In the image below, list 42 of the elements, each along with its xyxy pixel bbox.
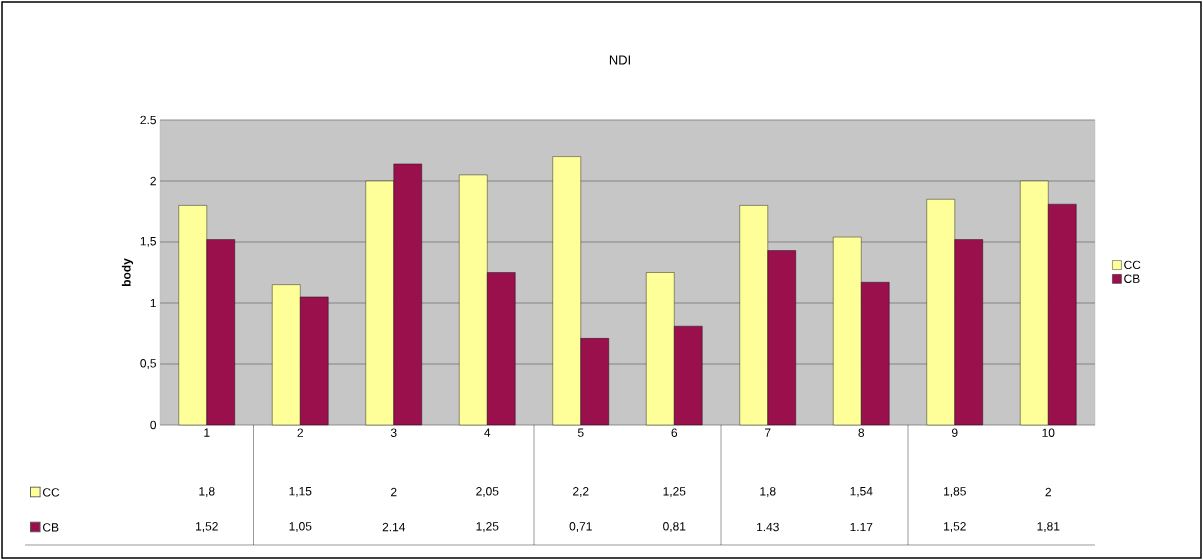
data-label: 1,52 xyxy=(944,522,966,532)
data-label: 0,81 xyxy=(663,522,686,532)
data-label: 1,25 xyxy=(663,487,686,497)
x-tick-label: 5 xyxy=(577,428,584,437)
data-label: 1.17 xyxy=(850,522,873,532)
y-tick-label: 1,5 xyxy=(140,237,156,247)
data-label: 1,8 xyxy=(199,487,215,497)
data-label: 1,52 xyxy=(196,522,218,532)
data-label: 1,85 xyxy=(944,487,966,497)
x-tick-label: 4 xyxy=(484,428,491,437)
x-tick-label: 7 xyxy=(765,428,771,437)
text: CB xyxy=(43,523,59,532)
data-label: 1,81 xyxy=(1037,522,1060,532)
y-tick-label: 2.5 xyxy=(140,115,156,125)
data-label: 1,05 xyxy=(289,522,312,532)
y-tick-label: 0,5 xyxy=(140,359,156,369)
x-tick-label: 2 xyxy=(297,428,303,437)
data-label: 2,05 xyxy=(476,487,499,497)
data-label: 2.14 xyxy=(382,522,406,532)
y-tick-label: 0 xyxy=(150,420,157,430)
data-label: 2 xyxy=(1045,487,1051,497)
x-tick-label: 9 xyxy=(952,428,958,437)
y-axis-title: body xyxy=(121,258,134,286)
legend-label: CB xyxy=(1124,274,1140,283)
x-tick-label: 10 xyxy=(1042,428,1055,437)
data-label: 1.43 xyxy=(757,522,779,532)
data-label: 2,2 xyxy=(573,487,589,497)
legend-label: CC xyxy=(1124,260,1141,270)
x-tick-label: 8 xyxy=(858,428,865,437)
data-label: 0,71 xyxy=(569,522,592,532)
data-label: 1,54 xyxy=(850,487,873,497)
x-tick-label: 3 xyxy=(390,428,397,437)
data-label: 1,8 xyxy=(760,487,776,497)
data-label: 2 xyxy=(391,487,397,497)
x-tick-label: 1 xyxy=(204,428,210,437)
text: CC xyxy=(43,488,60,497)
x-tick-label: 6 xyxy=(671,428,678,437)
data-label: 1,25 xyxy=(476,522,499,532)
chart-title: NDI xyxy=(609,55,630,65)
y-tick-label: 1 xyxy=(150,298,156,308)
y-tick-label: 2 xyxy=(150,176,156,186)
data-label: 1,15 xyxy=(289,487,312,497)
